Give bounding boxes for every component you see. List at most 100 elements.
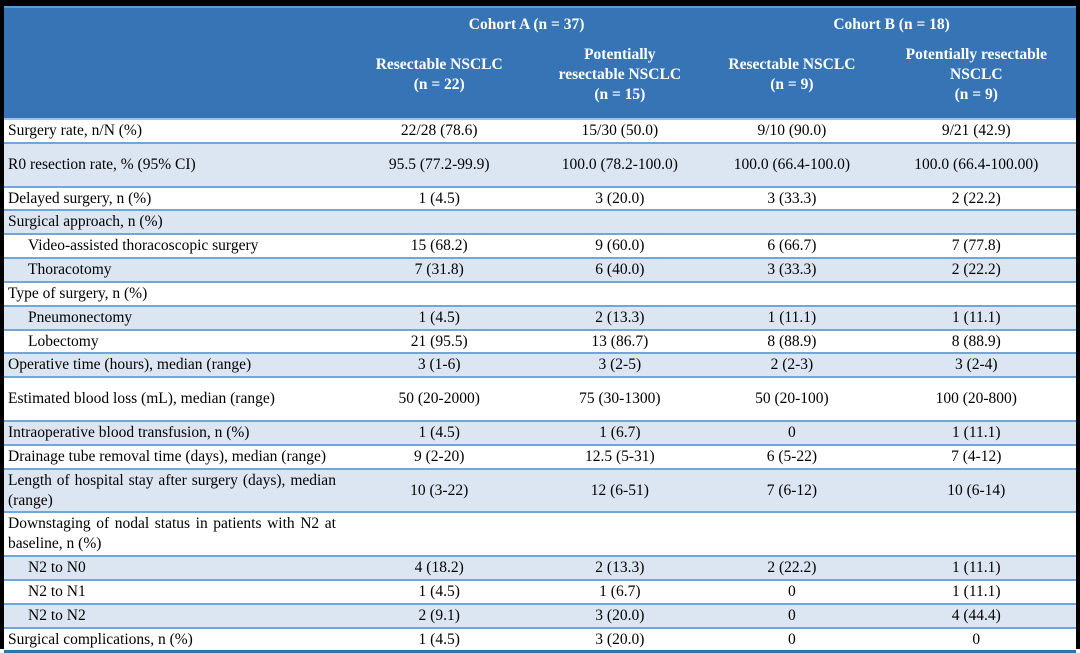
cell-value: 3 (33.3) xyxy=(707,257,877,282)
cell-value: 7 (77.8) xyxy=(876,233,1076,259)
cohort-b-header: Cohort B (n = 18) xyxy=(707,6,1076,38)
table-row: Surgery rate, n/N (%) 22/28 (78.6) 15/30 (… xyxy=(4,118,1076,143)
cell-value xyxy=(876,280,1076,306)
column-header-line: (n = 15) xyxy=(594,85,646,103)
cell-value: 10 (6-14) xyxy=(876,467,1076,513)
cell-value: 3 (1-6) xyxy=(345,352,533,378)
cell-value: 6 (5-22) xyxy=(707,443,877,469)
cell-value: 2 (22.2) xyxy=(707,555,877,580)
surgical-outcomes-table: Cohort A (n = 37) Cohort B (n = 18) Rese… xyxy=(4,6,1076,653)
cell-value: 0 xyxy=(707,578,877,604)
cell-value: 75 (30-1300) xyxy=(532,376,708,422)
table-row: Surgical complications, n (%) 1 (4.5) 3 (2… xyxy=(4,626,1076,653)
table-row: N2 to N2 2 (9.1) 3 (20.0) 0 4 (44.4) xyxy=(4,602,1076,628)
label-column-header xyxy=(4,38,346,119)
table-row: Pneumonectomy 1 (4.5) 2 (13.3) 1 (11.1) 1 (1… xyxy=(4,304,1076,330)
cell-value: 100.0 (66.4-100.00) xyxy=(876,141,1076,187)
cell-value: 9 (2-20) xyxy=(345,443,533,469)
cell-value xyxy=(345,280,533,306)
cell-value: 9/21 (42.9) xyxy=(876,118,1076,143)
corner-cell xyxy=(4,6,346,38)
cell-value: 7 (6-12) xyxy=(707,467,877,513)
cell-value: 10 (3-22) xyxy=(345,467,533,513)
cell-value: 1 (4.5) xyxy=(345,304,533,330)
cell-value: 4 (18.2) xyxy=(345,555,533,580)
table-row: Thoracotomy 7 (31.8) 6 (40.0) 3 (33.3) 2 (22… xyxy=(4,257,1076,282)
cell-value: 100.0 (78.2-100.0) xyxy=(532,141,708,187)
cell-value: 1 (11.1) xyxy=(876,555,1076,580)
row-label: Video-assisted thoracoscopic surgery xyxy=(4,233,346,259)
column-header-3: Resectable NSCLC (n = 9) xyxy=(707,38,877,119)
cell-value xyxy=(532,511,708,557)
cell-value: 1 (6.7) xyxy=(532,578,708,604)
table-row: Video-assisted thoracoscopic surgery 15 (… xyxy=(4,233,1076,259)
cell-value: 1 (4.5) xyxy=(345,420,533,445)
cell-value: 7 (4-12) xyxy=(876,443,1076,469)
column-header-line: Resectable NSCLC xyxy=(375,56,503,74)
column-header-4: Potentially resectable NSCLC (n = 9) xyxy=(876,38,1076,119)
cell-value: 2 (13.3) xyxy=(532,555,708,580)
cell-value: 2 (22.2) xyxy=(876,257,1076,282)
table-row: Length of hospital stay after surgery (d… xyxy=(4,467,1076,513)
cell-value: 7 (31.8) xyxy=(345,257,533,282)
row-label: Thoracotomy xyxy=(4,257,346,282)
table-row: Operative time (hours), median (range) 3 … xyxy=(4,352,1076,378)
column-header-line: NSCLC xyxy=(950,66,1003,84)
table-row: Lobectomy 21 (95.5) 13 (86.7) 8 (88.9) 8 (88… xyxy=(4,328,1076,354)
cell-value: 9/10 (90.0) xyxy=(707,118,877,143)
cell-value xyxy=(532,280,708,306)
cohort-group-row: Cohort A (n = 37) Cohort B (n = 18) xyxy=(4,6,1076,38)
cell-value: 0 xyxy=(876,626,1076,653)
column-header-line: resectable NSCLC xyxy=(558,66,682,84)
cell-value: 8 (88.9) xyxy=(707,328,877,354)
cell-value: 15/30 (50.0) xyxy=(532,118,708,143)
cell-value: 21 (95.5) xyxy=(345,328,533,354)
table-row: N2 to N1 1 (4.5) 1 (6.7) 0 1 (11.1) xyxy=(4,578,1076,604)
cell-value: 8 (88.9) xyxy=(876,328,1076,354)
row-label: Type of surgery, n (%) xyxy=(4,280,346,306)
column-header-line: Potentially resectable xyxy=(905,46,1047,64)
row-label: Surgical complications, n (%) xyxy=(4,626,346,653)
row-label: N2 to N0 xyxy=(4,555,346,580)
cohort-a-header: Cohort A (n = 37) xyxy=(345,6,708,38)
cell-value: 9 (60.0) xyxy=(532,233,708,259)
column-header-line: (n = 9) xyxy=(954,85,998,103)
cell-value: 2 (22.2) xyxy=(876,185,1076,211)
cell-value xyxy=(532,209,708,235)
cell-value: 1 (4.5) xyxy=(345,626,533,653)
row-label: Lobectomy xyxy=(4,328,346,354)
row-label: Surgical approach, n (%) xyxy=(4,209,346,235)
cell-value: 100 (20-800) xyxy=(876,376,1076,422)
row-label: Drainage tube removal time (days), media… xyxy=(4,443,346,469)
column-header-line: (n = 9) xyxy=(770,76,814,93)
table-row: Delayed surgery, n (%) 1 (4.5) 3 (20.0) 3 (… xyxy=(4,185,1076,211)
cell-value: 2 (13.3) xyxy=(532,304,708,330)
cell-value: 2 (2-3) xyxy=(707,352,877,378)
cell-value xyxy=(707,511,877,557)
column-header-line: (n = 22) xyxy=(413,76,465,93)
cell-value: 3 (20.0) xyxy=(532,602,708,628)
cell-value: 0 xyxy=(707,626,877,653)
cell-value xyxy=(707,209,877,235)
cell-value: 50 (20-2000) xyxy=(345,376,533,422)
row-label: N2 to N1 xyxy=(4,578,346,604)
cell-value: 1 (11.1) xyxy=(876,578,1076,604)
cell-value: 3 (20.0) xyxy=(532,626,708,653)
cell-value xyxy=(876,209,1076,235)
column-header-row: Resectable NSCLC (n = 22) Potentially resec… xyxy=(4,38,1076,119)
cell-value: 6 (66.7) xyxy=(707,233,877,259)
cell-value: 15 (68.2) xyxy=(345,233,533,259)
column-header-line: Potentially xyxy=(584,46,656,64)
cell-value: 4 (44.4) xyxy=(876,602,1076,628)
column-header-line: Resectable NSCLC xyxy=(728,56,856,74)
row-label: Intraoperative blood transfusion, n (%) xyxy=(4,420,346,445)
cell-value xyxy=(876,511,1076,557)
table-row: Drainage tube removal time (days), media… xyxy=(4,443,1076,469)
table-row: Intraoperative blood transfusion, n (%) 1… xyxy=(4,420,1076,445)
cell-value xyxy=(345,511,533,557)
row-label: N2 to N2 xyxy=(4,602,346,628)
cell-value: 12 (6-51) xyxy=(532,467,708,513)
cell-value: 0 xyxy=(707,420,877,445)
table-row: Downstaging of nodal status in patients … xyxy=(4,511,1076,557)
cell-value: 50 (20-100) xyxy=(707,376,877,422)
